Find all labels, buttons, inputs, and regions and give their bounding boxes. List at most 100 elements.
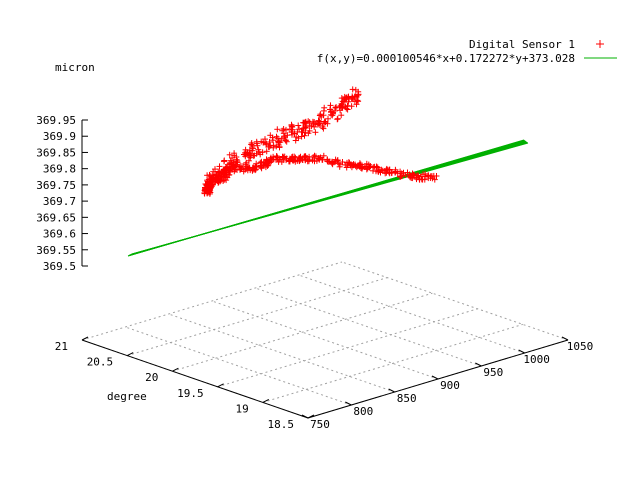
x-tick-6 bbox=[561, 336, 569, 341]
sensor-point-43 bbox=[327, 102, 334, 109]
y-tick-label-2: 19.5 bbox=[177, 387, 204, 400]
y-axis-label: degree bbox=[107, 390, 147, 403]
sensor-point-19 bbox=[351, 98, 358, 105]
sensor-point-24 bbox=[349, 93, 356, 100]
sensor-point-503 bbox=[296, 157, 303, 164]
sensor-point-217 bbox=[228, 159, 235, 166]
sensor-point-68 bbox=[317, 111, 324, 118]
x-tick-3 bbox=[431, 375, 439, 380]
sensor-point-191 bbox=[242, 153, 249, 160]
sensor-point-220 bbox=[216, 163, 223, 170]
sensor-point-597 bbox=[375, 168, 382, 175]
sensor-point-145 bbox=[269, 134, 276, 141]
sensor-point-658 bbox=[429, 175, 436, 182]
sensor-point-492 bbox=[289, 153, 296, 160]
sensor-point-373 bbox=[215, 168, 222, 175]
sensor-point-399 bbox=[229, 163, 236, 170]
sensor-point-549 bbox=[336, 163, 343, 170]
x-tick-label-0: 750 bbox=[310, 418, 330, 431]
sensor-point-45 bbox=[333, 104, 340, 111]
sensor-point-237 bbox=[212, 166, 218, 173]
sensor-point-40 bbox=[338, 112, 345, 119]
sensor-point-78 bbox=[314, 121, 321, 128]
legend-entry-fit: f(x,y)=0.000100546*x+0.172272*y+373.028 bbox=[317, 52, 575, 65]
grid-line-x-2 bbox=[168, 313, 395, 393]
sensor-point-458 bbox=[265, 159, 272, 165]
sensor-point-482 bbox=[283, 157, 290, 164]
sensor-point-575 bbox=[357, 165, 364, 171]
x-tick-2 bbox=[388, 388, 395, 393]
sensor-point-112 bbox=[298, 128, 305, 135]
sensor-point-557 bbox=[345, 159, 352, 166]
sensor-point-101 bbox=[302, 129, 309, 136]
grid-line-y-5 bbox=[81, 261, 343, 341]
sensor-point-607 bbox=[383, 169, 390, 176]
sensor-point-149 bbox=[267, 142, 274, 149]
sensor-point-118 bbox=[286, 126, 293, 133]
z-tick-label-7: 369.85 bbox=[36, 146, 76, 159]
x-tick-label-5: 1000 bbox=[523, 353, 550, 366]
sensor-point-586 bbox=[366, 164, 373, 171]
sensor-point-154 bbox=[263, 148, 270, 155]
sensor-point-54 bbox=[329, 112, 336, 119]
sensor-point-194 bbox=[229, 155, 236, 161]
legend-marker-sensor bbox=[596, 40, 604, 48]
sensor-point-166 bbox=[254, 142, 261, 149]
grid-line-x-3 bbox=[211, 300, 439, 380]
fit-surface bbox=[127, 139, 529, 257]
x-tick-0 bbox=[301, 414, 309, 419]
sensor-point-366 bbox=[213, 175, 220, 182]
sensor-point-548 bbox=[335, 160, 342, 167]
y-tick-label-3: 20 bbox=[145, 371, 158, 384]
legend: Digital Sensor 1 f(x,y)=0.000100546*x+0.… bbox=[317, 38, 617, 65]
sensor-point-83 bbox=[312, 129, 319, 136]
y-tick-3 bbox=[172, 367, 179, 372]
grid-line-y-3 bbox=[172, 292, 433, 372]
sensor-point-188 bbox=[244, 149, 251, 156]
sensor-point-212 bbox=[221, 158, 227, 165]
x-tick-label-1: 800 bbox=[353, 405, 373, 418]
sensor-point-143 bbox=[273, 143, 280, 150]
sensor-point-134 bbox=[275, 138, 281, 145]
sensor-point-393 bbox=[226, 168, 233, 175]
z-tick-label-4: 369.7 bbox=[43, 195, 76, 208]
sensor-point-439 bbox=[257, 162, 264, 169]
y-tick-4 bbox=[126, 352, 134, 357]
sensor-point-527 bbox=[316, 155, 323, 162]
sensor-point-196 bbox=[226, 151, 233, 158]
z-axis-label: micron bbox=[55, 61, 95, 74]
z-tick-label-1: 369.55 bbox=[36, 244, 76, 257]
sensor-point-49 bbox=[334, 116, 341, 123]
sensor-point-102 bbox=[302, 120, 309, 127]
sensor-point-73 bbox=[320, 125, 327, 132]
x-tick-label-3: 900 bbox=[440, 379, 460, 392]
sensor-point-139 bbox=[276, 144, 283, 151]
y-tick-5 bbox=[81, 336, 89, 341]
sensor-point-520 bbox=[311, 152, 318, 159]
tick-labels: 750 800 850 900 950 1000 1050 18.5 19 19.5 20 20.5 2… bbox=[36, 114, 593, 431]
sensor-point-401 bbox=[231, 168, 238, 175]
sensor-point-168 bbox=[256, 149, 263, 156]
grid-line-y-4 bbox=[127, 277, 388, 357]
sensor-point-8 bbox=[352, 86, 359, 93]
sensor-point-130 bbox=[283, 138, 290, 145]
sensor-point-650 bbox=[421, 176, 428, 183]
sensor-point-126 bbox=[279, 127, 286, 134]
y-axis-line bbox=[81, 339, 309, 419]
grid-line-x-4 bbox=[255, 287, 482, 367]
y-tick-label-5: 21 bbox=[55, 340, 68, 353]
axes bbox=[81, 119, 569, 419]
sensor-point-565 bbox=[349, 162, 356, 169]
z-tick-label-8: 369.9 bbox=[43, 130, 76, 143]
sensor-point-479 bbox=[281, 153, 288, 160]
y-tick-label-1: 19 bbox=[236, 402, 249, 415]
sensor-point-56 bbox=[330, 109, 337, 116]
sensor-point-616 bbox=[392, 169, 399, 176]
sensor-point-528 bbox=[319, 156, 326, 163]
sensor-point-529 bbox=[320, 152, 327, 159]
y-tick-2 bbox=[217, 383, 224, 388]
sensor-point-100 bbox=[301, 132, 308, 139]
sensor-point-90 bbox=[300, 119, 307, 126]
grid-line-x-1 bbox=[125, 326, 352, 406]
